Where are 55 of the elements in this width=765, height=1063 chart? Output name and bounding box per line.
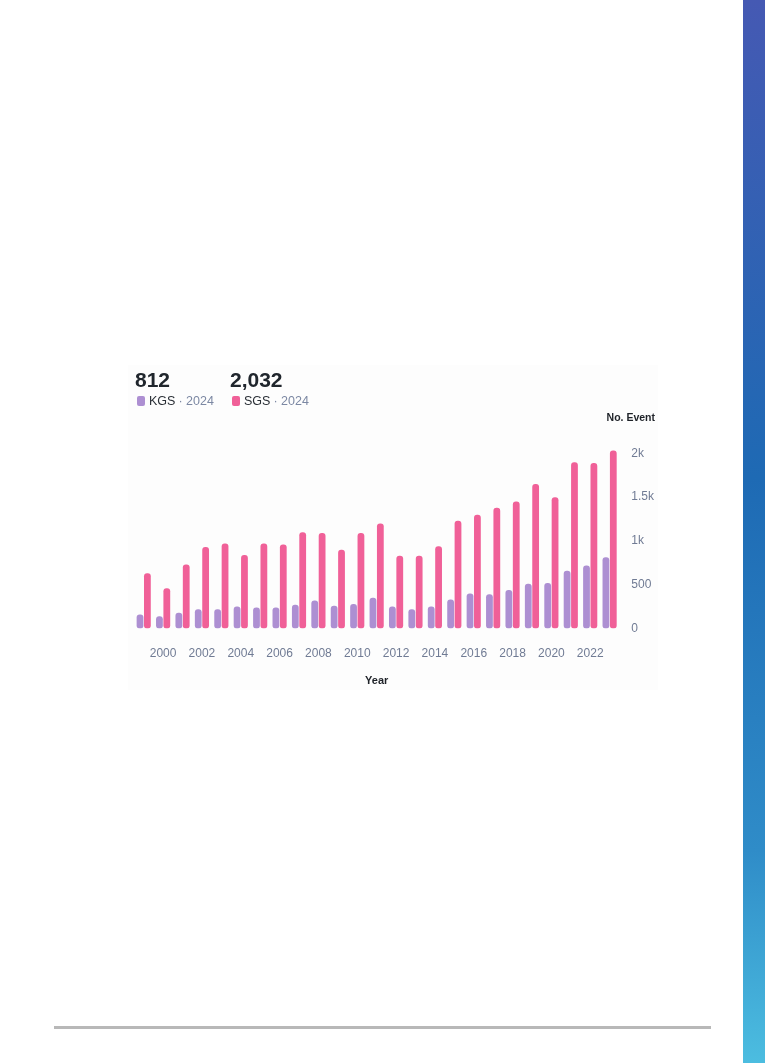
- x-axis-title: Year: [365, 674, 389, 687]
- bar: [182, 564, 190, 629]
- text: 812: [135, 368, 172, 392]
- y-axis-title: No. Event: [606, 410, 656, 423]
- bar: [202, 547, 210, 629]
- bar: [144, 573, 151, 629]
- y-tick-label: 0: [631, 620, 639, 635]
- bar: [338, 549, 345, 629]
- bar: [474, 514, 481, 629]
- x-tick-label: 2014: [421, 645, 449, 660]
- bar: [435, 546, 442, 629]
- bar: [260, 543, 268, 629]
- bar: [486, 594, 493, 629]
- x-tick-label: 2016: [460, 645, 488, 660]
- bar: [524, 583, 532, 629]
- bar: [466, 593, 474, 629]
- bar: [447, 599, 455, 629]
- bar: [376, 523, 384, 629]
- bar: [505, 589, 513, 629]
- bar: [493, 507, 501, 629]
- bar: [415, 555, 423, 629]
- bar: [590, 463, 598, 629]
- bar: [279, 544, 287, 629]
- y-tick-label: 500: [631, 576, 652, 591]
- bar: [571, 462, 578, 629]
- y-tick-label: 2k: [631, 445, 645, 460]
- text: 2,032: [230, 368, 284, 392]
- bar: [532, 484, 540, 629]
- x-tick-label: 2000: [149, 645, 177, 660]
- x-tick-label: 2008: [305, 645, 333, 660]
- x-tick-label: 2002: [188, 645, 216, 660]
- legend-label: KGS: [149, 394, 176, 408]
- x-tick-label: 2022: [576, 645, 604, 660]
- x-tick-label: 2004: [227, 645, 255, 660]
- bar: [396, 555, 404, 629]
- bar: [544, 582, 552, 629]
- bar: [241, 554, 248, 629]
- y-tick-label: 1k: [631, 533, 645, 548]
- x-tick-label: 2012: [382, 645, 410, 660]
- text: · 2024: [273, 394, 309, 408]
- text: · 2024: [178, 394, 214, 408]
- bar: [512, 501, 520, 629]
- bar: [311, 600, 319, 629]
- bar: [583, 565, 590, 629]
- x-tick-label: 2006: [266, 645, 294, 660]
- bar: [163, 588, 171, 629]
- bar: [609, 450, 617, 629]
- x-tick-label: 2020: [538, 645, 566, 660]
- x-tick-label: 2010: [343, 645, 371, 660]
- legend-label: SGS: [244, 394, 271, 408]
- y-tick-label: 1.5k: [631, 489, 655, 504]
- bar: [369, 597, 377, 629]
- x-tick-label: 2018: [499, 645, 527, 660]
- bar: [299, 532, 307, 629]
- bar: [318, 533, 326, 629]
